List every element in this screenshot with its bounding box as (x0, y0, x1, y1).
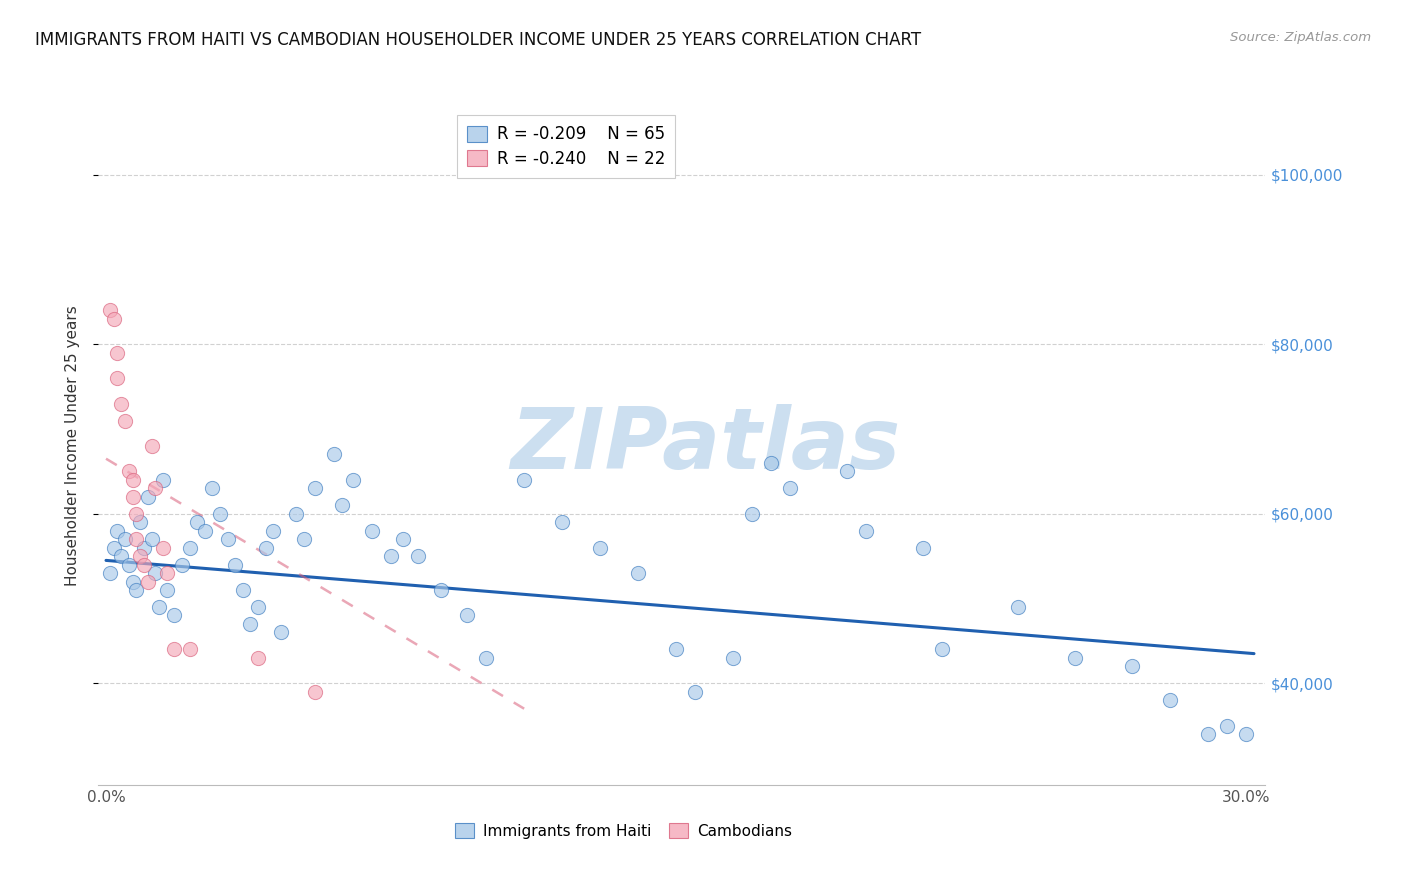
Point (270, 625, 292, 640)
Point (262, 524, 284, 538)
Point (406, 549, 429, 564)
Point (513, 473, 536, 487)
Point (239, 617, 262, 632)
Point (179, 642, 201, 657)
Point (156, 583, 179, 598)
Point (247, 651, 270, 665)
Point (304, 685, 326, 699)
Point (141, 532, 163, 546)
Point (429, 583, 451, 598)
Legend: Immigrants from Haiti, Cambodians: Immigrants from Haiti, Cambodians (449, 817, 799, 845)
Point (201, 482, 224, 496)
Text: ZIPatlas: ZIPatlas (510, 404, 900, 488)
Point (114, 532, 136, 546)
Point (129, 515, 152, 529)
Point (761, 456, 783, 470)
Point (254, 541, 277, 555)
Point (475, 651, 498, 665)
Point (136, 490, 159, 504)
Point (110, 549, 132, 564)
Point (118, 464, 141, 478)
Point (361, 524, 384, 538)
Point (551, 515, 574, 529)
Point (114, 414, 136, 428)
Text: IMMIGRANTS FROM HAITI VS CAMBODIAN HOUSEHOLDER INCOME UNDER 25 YEARS CORRELATION: IMMIGRANTS FROM HAITI VS CAMBODIAN HOUSE… (35, 31, 921, 49)
Text: Source: ZipAtlas.com: Source: ZipAtlas.com (1230, 31, 1371, 45)
Point (912, 541, 935, 555)
Point (121, 473, 143, 487)
Point (292, 532, 315, 546)
Point (1064, 651, 1087, 665)
Point (741, 507, 763, 521)
Point (132, 541, 155, 555)
Point (1234, 727, 1257, 741)
Point (103, 541, 125, 555)
Point (129, 549, 152, 564)
Point (1197, 727, 1219, 741)
Point (170, 558, 193, 572)
Point (107, 346, 129, 360)
Point (285, 507, 308, 521)
Point (931, 642, 953, 657)
Point (627, 566, 650, 581)
Point (721, 651, 744, 665)
Point (342, 473, 364, 487)
Point (837, 464, 859, 478)
Point (1007, 599, 1029, 614)
Point (323, 448, 346, 462)
Point (132, 558, 155, 572)
Point (125, 507, 148, 521)
Point (194, 524, 217, 538)
Point (118, 558, 141, 572)
Y-axis label: Householder Income Under 25 years: Householder Income Under 25 years (65, 306, 80, 586)
Point (1216, 719, 1239, 733)
Point (136, 574, 159, 589)
Point (98, 303, 121, 318)
Point (683, 685, 706, 699)
Point (456, 608, 478, 623)
Point (1159, 693, 1181, 707)
Point (145, 482, 167, 496)
Point (217, 532, 239, 546)
Point (163, 642, 186, 657)
Point (152, 473, 174, 487)
Point (232, 583, 254, 598)
Point (304, 482, 326, 496)
Point (103, 312, 125, 326)
Point (107, 371, 129, 385)
Point (98, 566, 121, 581)
Point (125, 532, 148, 546)
Point (247, 599, 270, 614)
Point (125, 583, 148, 598)
Point (145, 566, 167, 581)
Point (163, 608, 186, 623)
Point (179, 541, 201, 555)
Point (148, 599, 170, 614)
Point (107, 524, 129, 538)
Point (779, 482, 801, 496)
Point (121, 574, 143, 589)
Point (665, 642, 688, 657)
Point (224, 558, 246, 572)
Point (380, 549, 402, 564)
Point (121, 490, 143, 504)
Point (209, 507, 232, 521)
Point (391, 532, 413, 546)
Point (186, 515, 208, 529)
Point (156, 566, 179, 581)
Point (589, 541, 612, 555)
Point (152, 541, 174, 555)
Point (141, 439, 163, 453)
Point (1121, 659, 1143, 673)
Point (330, 499, 353, 513)
Point (110, 396, 132, 410)
Point (855, 524, 877, 538)
